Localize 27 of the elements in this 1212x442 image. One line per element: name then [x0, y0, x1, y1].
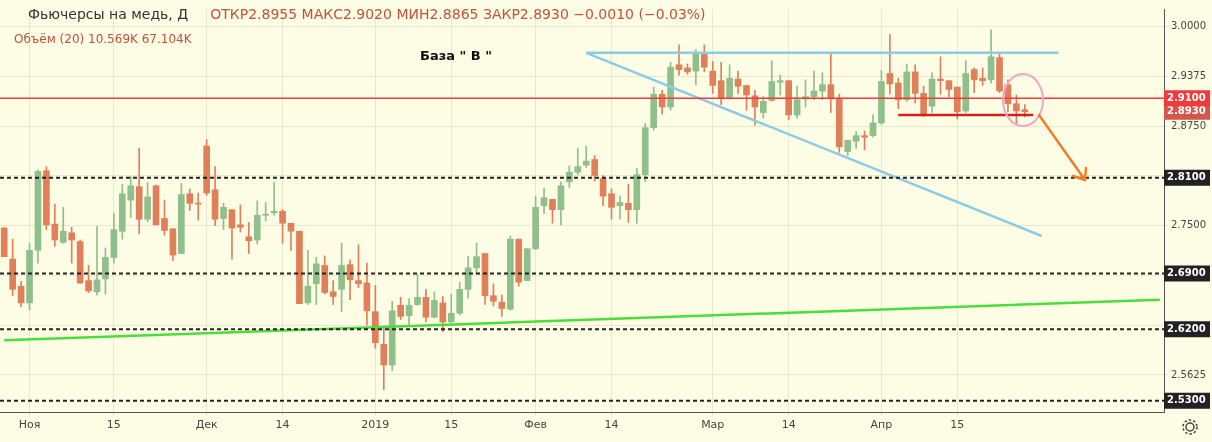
x-tick-label: 2019 — [361, 418, 390, 432]
x-tick-label: Апр — [870, 418, 893, 432]
ref-line-label: 2.6200 — [1167, 322, 1206, 334]
x-tick-label: 14 — [781, 418, 796, 432]
x-tick-label: 15 — [106, 418, 121, 432]
text: 2.8930 — [1167, 105, 1206, 117]
chart-subtitle: ОТКР2.8955 МАКС2.9020 МИН2.8865 ЗАКР2.8930 −0.0010 (−0.03%) — [210, 6, 706, 22]
y-tick-label: 3.0000 — [1171, 20, 1206, 32]
ref-line-label: 2.8100 — [1167, 171, 1206, 183]
annotation: База " В " — [420, 48, 493, 63]
ref-line-label: 2.9100 — [1167, 91, 1206, 103]
y-tick-label: 2.9375 — [1171, 69, 1206, 81]
ref-line-label: 2.6900 — [1167, 267, 1206, 279]
annotation: Объём (20) 10.569K 67.104K — [14, 32, 192, 46]
x-tick-label: Мар — [701, 418, 725, 432]
x-tick-label: Дек — [195, 418, 219, 432]
ref-line-label: 2.5300 — [1167, 394, 1206, 406]
y-tick-label: 2.7500 — [1171, 219, 1206, 231]
x-tick-label: Фев — [524, 418, 547, 432]
x-tick-label: Ноя — [18, 418, 41, 432]
y-tick-label: 2.5625 — [1171, 368, 1206, 380]
y-tick-label: 2.8750 — [1171, 119, 1206, 131]
x-tick-label: 14 — [604, 418, 619, 432]
x-tick-label: 15 — [950, 418, 965, 432]
x-tick-label: 14 — [275, 418, 290, 432]
chart-title: Фьючерсы на медь, Д — [28, 6, 189, 22]
x-tick-label: 15 — [444, 418, 459, 432]
